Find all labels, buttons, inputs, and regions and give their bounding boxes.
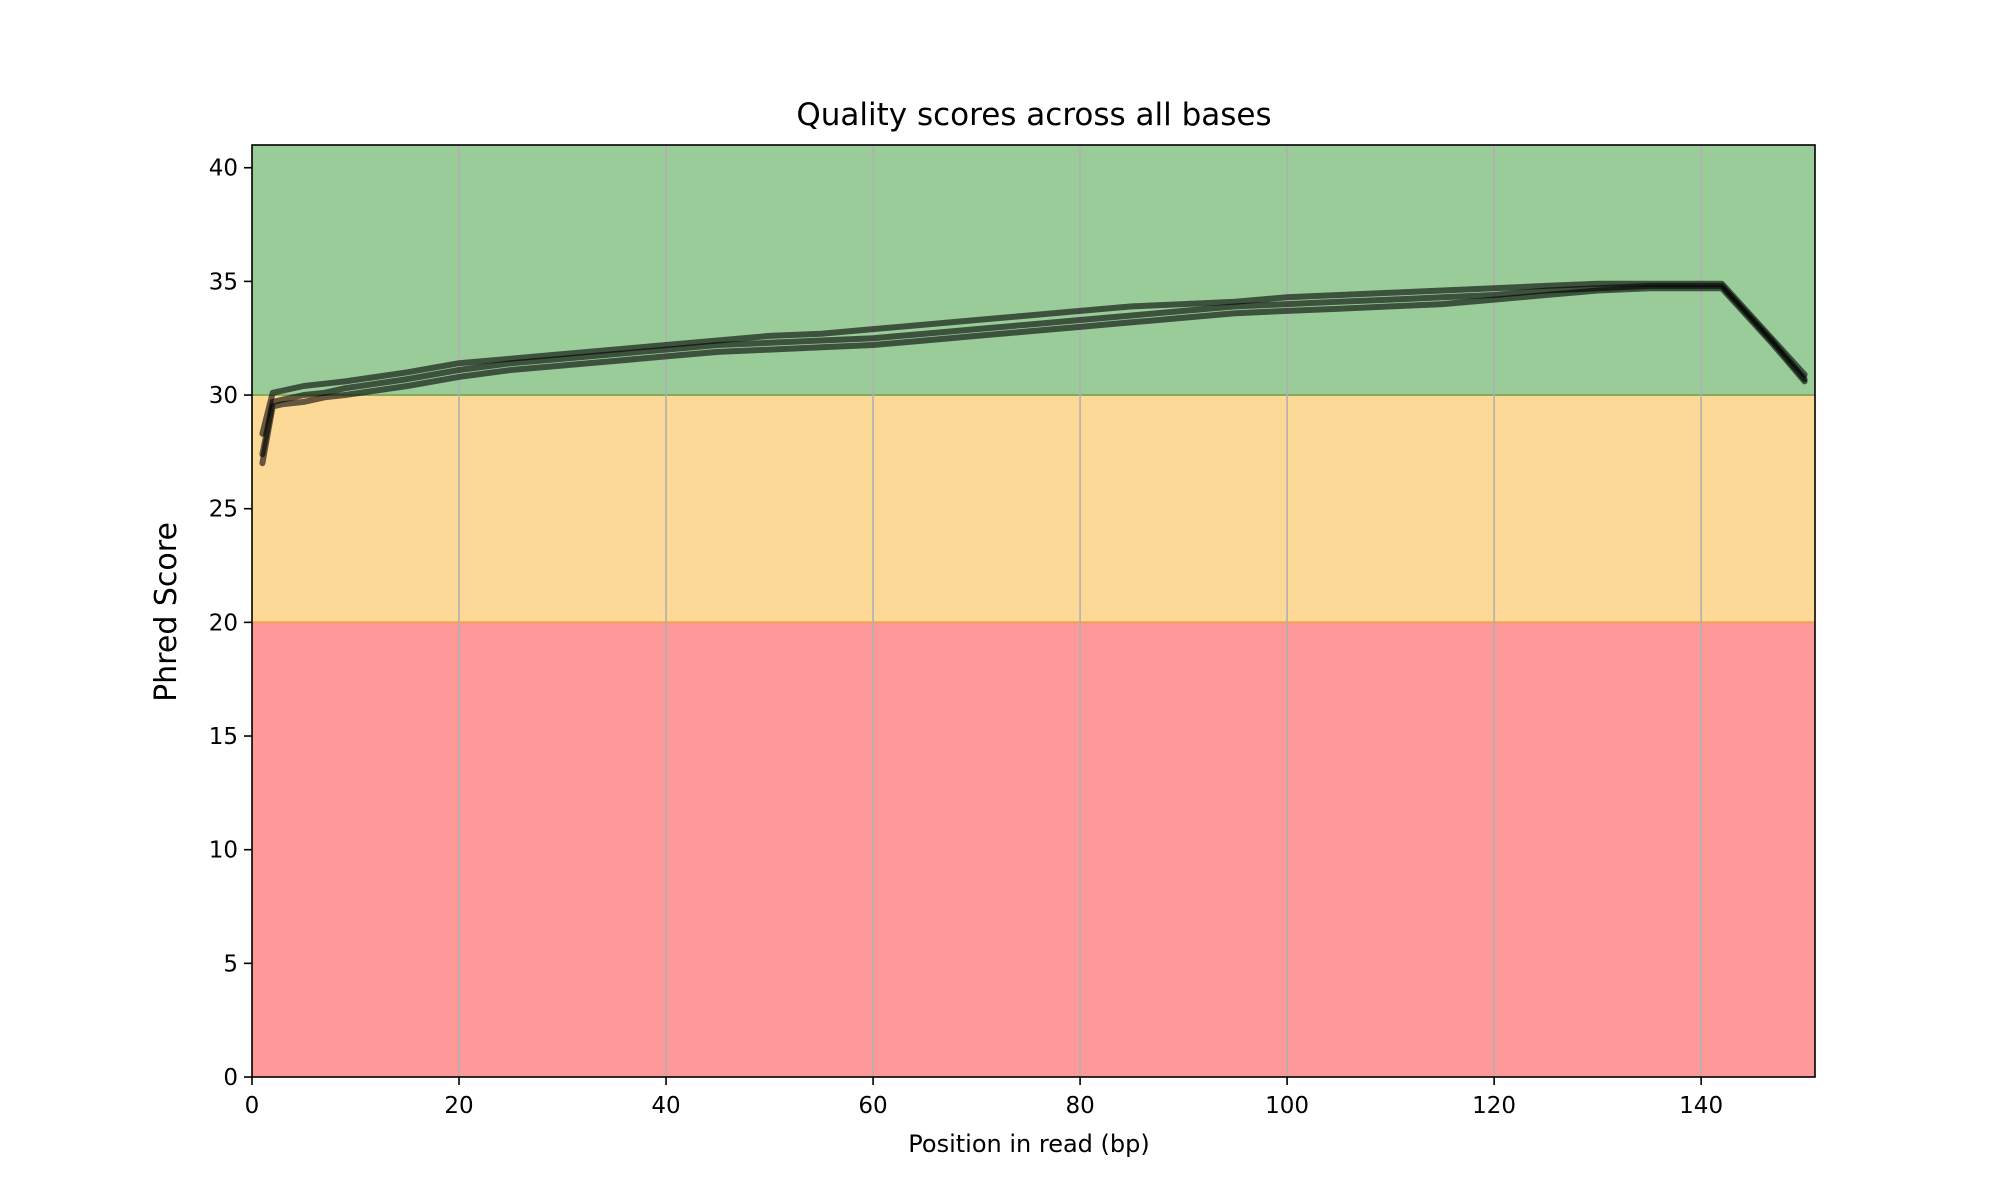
quality-lines <box>259 280 1808 467</box>
y-tick-label: 10 <box>209 838 238 864</box>
y-tick-label: 30 <box>209 383 238 409</box>
x-tick-label: 60 <box>858 1093 887 1119</box>
y-tick-label: 40 <box>209 156 238 182</box>
band-poor <box>252 622 1815 1077</box>
y-axis-ticks: 0 5 10 15 20 25 30 35 40 <box>209 156 252 1091</box>
x-tick-label: 0 <box>245 1093 260 1119</box>
y-tick-label: 15 <box>209 724 238 750</box>
x-axis-ticks: 0 20 40 60 80 100 120 140 <box>245 1077 1723 1119</box>
x-tick-label: 100 <box>1265 1093 1309 1119</box>
x-tick-label: 20 <box>444 1093 473 1119</box>
y-tick-label: 5 <box>223 951 238 977</box>
vertical-gridlines <box>458 145 1702 1077</box>
x-tick-label: 140 <box>1679 1093 1723 1119</box>
y-axis-label: Phred Score <box>149 522 184 702</box>
x-tick-label: 120 <box>1472 1093 1516 1119</box>
chart-title: Quality scores across all bases <box>796 97 1271 133</box>
band-reasonable <box>252 395 1815 623</box>
quality-line-3 <box>259 285 1808 467</box>
y-tick-label: 35 <box>209 269 238 295</box>
y-tick-label: 0 <box>223 1065 238 1091</box>
quality-line-1 <box>259 282 1808 458</box>
y-tick-label: 25 <box>209 497 238 523</box>
quality-line-2 <box>259 280 1808 437</box>
band-good <box>252 145 1815 396</box>
plot-frame <box>251 144 1816 1078</box>
x-tick-label: 40 <box>651 1093 680 1119</box>
x-axis-label: Position in read (bp) <box>908 1130 1149 1158</box>
x-tick-label: 80 <box>1065 1093 1094 1119</box>
y-tick-label: 20 <box>209 610 238 636</box>
quality-bands <box>252 145 1815 1077</box>
